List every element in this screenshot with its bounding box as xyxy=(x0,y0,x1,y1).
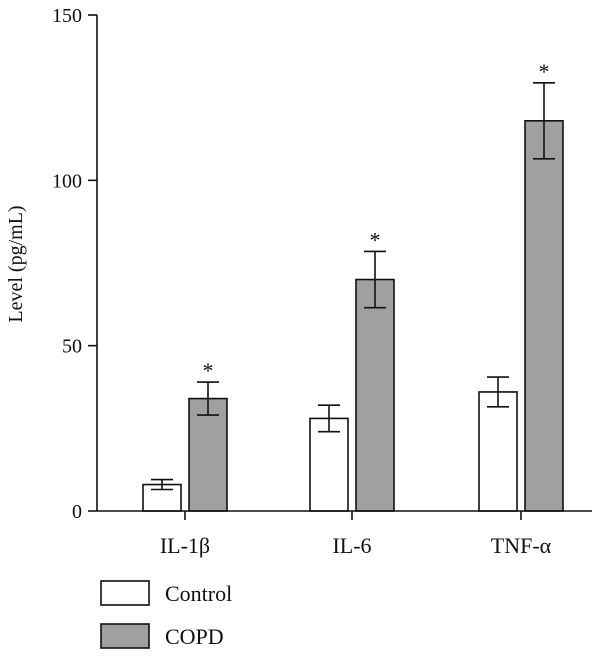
significance-marker-il-6: * xyxy=(370,227,381,252)
legend-swatch-control xyxy=(100,580,150,606)
y-tick-label: 50 xyxy=(62,336,82,358)
x-tick-label-il-6: IL-6 xyxy=(332,533,371,558)
x-tick-label-tnf: TNF-α xyxy=(491,533,552,558)
legend-label-control: Control xyxy=(165,581,232,606)
plot-area: * * * xyxy=(142,59,564,512)
y-tick-label: 150 xyxy=(52,5,82,27)
significance-layer: * * * xyxy=(203,59,550,383)
bar-copd-tnf xyxy=(524,120,564,512)
legend-label-copd: COPD xyxy=(165,624,224,649)
y-axis-ticks: 0 50 100 150 xyxy=(52,5,97,523)
bars-layer xyxy=(142,120,564,512)
bar-copd-il-6 xyxy=(355,278,395,512)
error-bars-layer xyxy=(151,81,555,491)
legend-swatch-copd xyxy=(100,623,150,649)
legend: Control COPD xyxy=(100,580,232,649)
bar-control-tnf xyxy=(478,391,518,512)
x-axis-ticks: IL-1β IL-6 TNF-α xyxy=(160,511,552,558)
significance-marker-il-1: * xyxy=(203,358,214,383)
y-tick-label: 0 xyxy=(72,501,82,523)
significance-marker-tnf: * xyxy=(539,59,550,84)
x-tick-label-il-1: IL-1β xyxy=(160,533,210,558)
y-tick-label: 100 xyxy=(52,170,82,192)
y-axis-label: Level (pg/mL) xyxy=(5,205,27,322)
bar-copd-il-1 xyxy=(188,397,228,512)
